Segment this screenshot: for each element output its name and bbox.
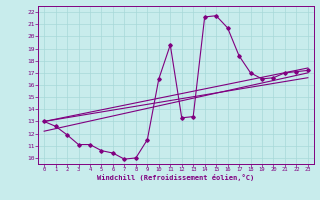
X-axis label: Windchill (Refroidissement éolien,°C): Windchill (Refroidissement éolien,°C) bbox=[97, 174, 255, 181]
